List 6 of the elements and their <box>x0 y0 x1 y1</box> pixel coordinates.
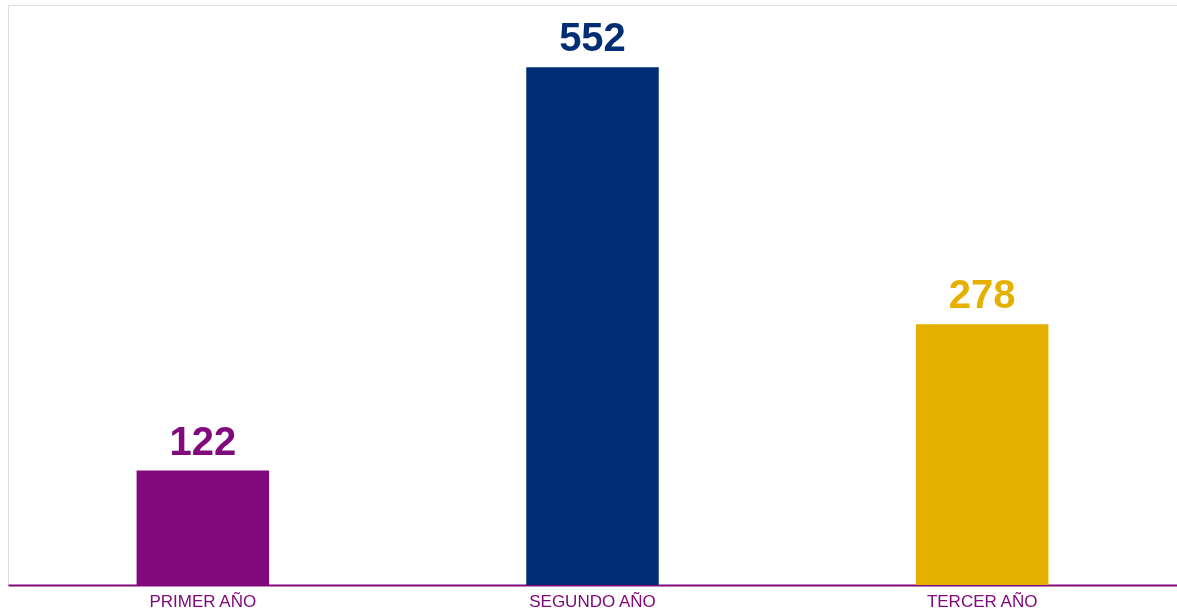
data-label: 278 <box>948 272 1016 317</box>
data-label: 552 <box>559 15 626 60</box>
x-tick-label: SEGUNDO AÑO <box>529 591 656 611</box>
data-label: 122 <box>169 418 237 463</box>
x-tick-label: PRIMER AÑO <box>149 591 257 611</box>
x-tick-label: TERCER AÑO <box>926 591 1038 611</box>
